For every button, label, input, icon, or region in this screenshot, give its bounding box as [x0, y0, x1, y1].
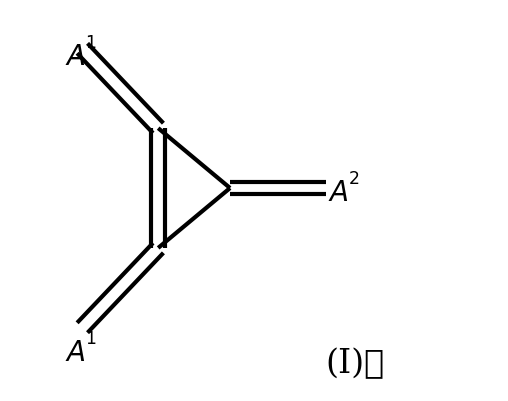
Text: 1: 1 [85, 329, 97, 347]
Text: A: A [67, 338, 85, 366]
Text: (Ⅰ)，: (Ⅰ)， [326, 347, 385, 379]
Text: 1: 1 [85, 34, 97, 53]
Text: A: A [330, 178, 349, 207]
Text: A: A [67, 43, 85, 71]
Text: 2: 2 [349, 170, 360, 188]
